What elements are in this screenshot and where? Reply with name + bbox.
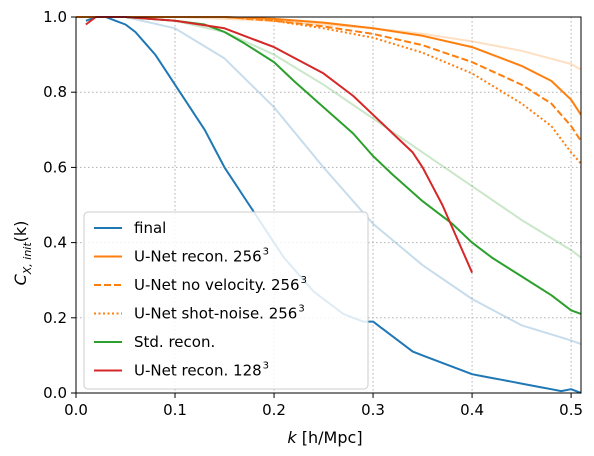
legend-label: U-Net recon. 2563 [134,247,269,266]
x-axis-label: k [h/Mpc] [287,428,362,447]
series-line-u-net-no-velocity-256-3 [76,16,581,142]
y-tick-label: 0.8 [43,83,67,101]
x-tick-label: 0.0 [64,401,88,419]
x-tick-label: 0.5 [559,401,583,419]
y-axis-label: CX, init(k) [11,221,34,286]
y-tick-label: 0.6 [43,158,67,176]
series-line-u-net-shot-noise-256-3 [76,16,581,165]
legend-label: U-Net no velocity. 2563 [134,275,307,294]
legend-label: U-Net shot-noise. 2563 [134,304,305,323]
x-tick-label: 0.4 [460,401,484,419]
series-line-u-net-recon-256-3 [76,16,581,116]
ticks-group [71,16,572,398]
x-tick-label: 0.3 [361,401,385,419]
legend-label: U-Net recon. 1283 [134,361,269,380]
legend: final U-Net recon. 2563 U-Net no velocity.… [83,211,369,390]
legend-label: final [134,219,166,237]
y-tick-label: 0.4 [43,234,67,252]
legend-label: Std. recon. [134,333,215,351]
y-tick-label: 1.0 [43,8,67,26]
plot-frame [75,16,582,394]
x-tick-label: 0.2 [262,401,286,419]
legend-box [83,211,369,390]
series-line-faded-unet [76,16,581,71]
series-line-u-net-recon-128-3 [85,16,474,274]
x-tick-label: 0.1 [163,401,187,419]
series-line-faded-final [76,16,581,346]
y-tick-label: 0.0 [43,384,67,402]
tick-labels: 0.0 0.1 0.2 0.3 0.4 0.5 0.0 0.2 0.4 0.6 0.8 1.0 [43,8,583,419]
y-tick-label: 0.2 [43,309,67,327]
